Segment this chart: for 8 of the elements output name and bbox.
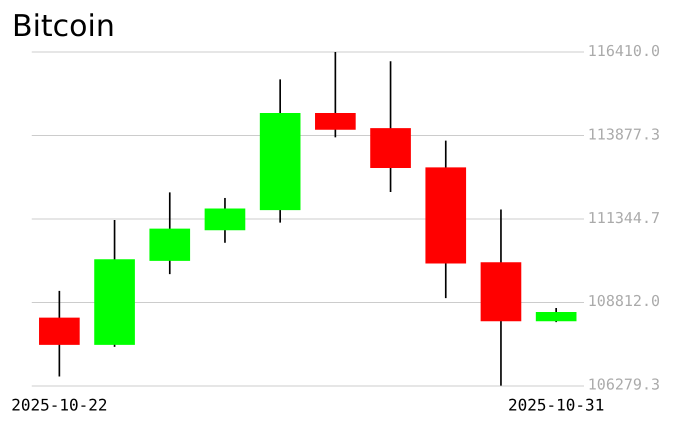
y-tick-label: 113877.3: [588, 125, 660, 144]
x-tick-label: 2025-10-31: [508, 396, 604, 415]
chart-title: Bitcoin: [12, 8, 115, 44]
x-tick-label: 2025-10-22: [11, 396, 108, 415]
y-tick-label: 116410.0: [588, 42, 660, 60]
y-tick-label: 108812.0: [588, 292, 660, 310]
y-tick-label: 106279.3: [588, 376, 660, 394]
y-tick-label: 111344.7: [588, 208, 660, 227]
